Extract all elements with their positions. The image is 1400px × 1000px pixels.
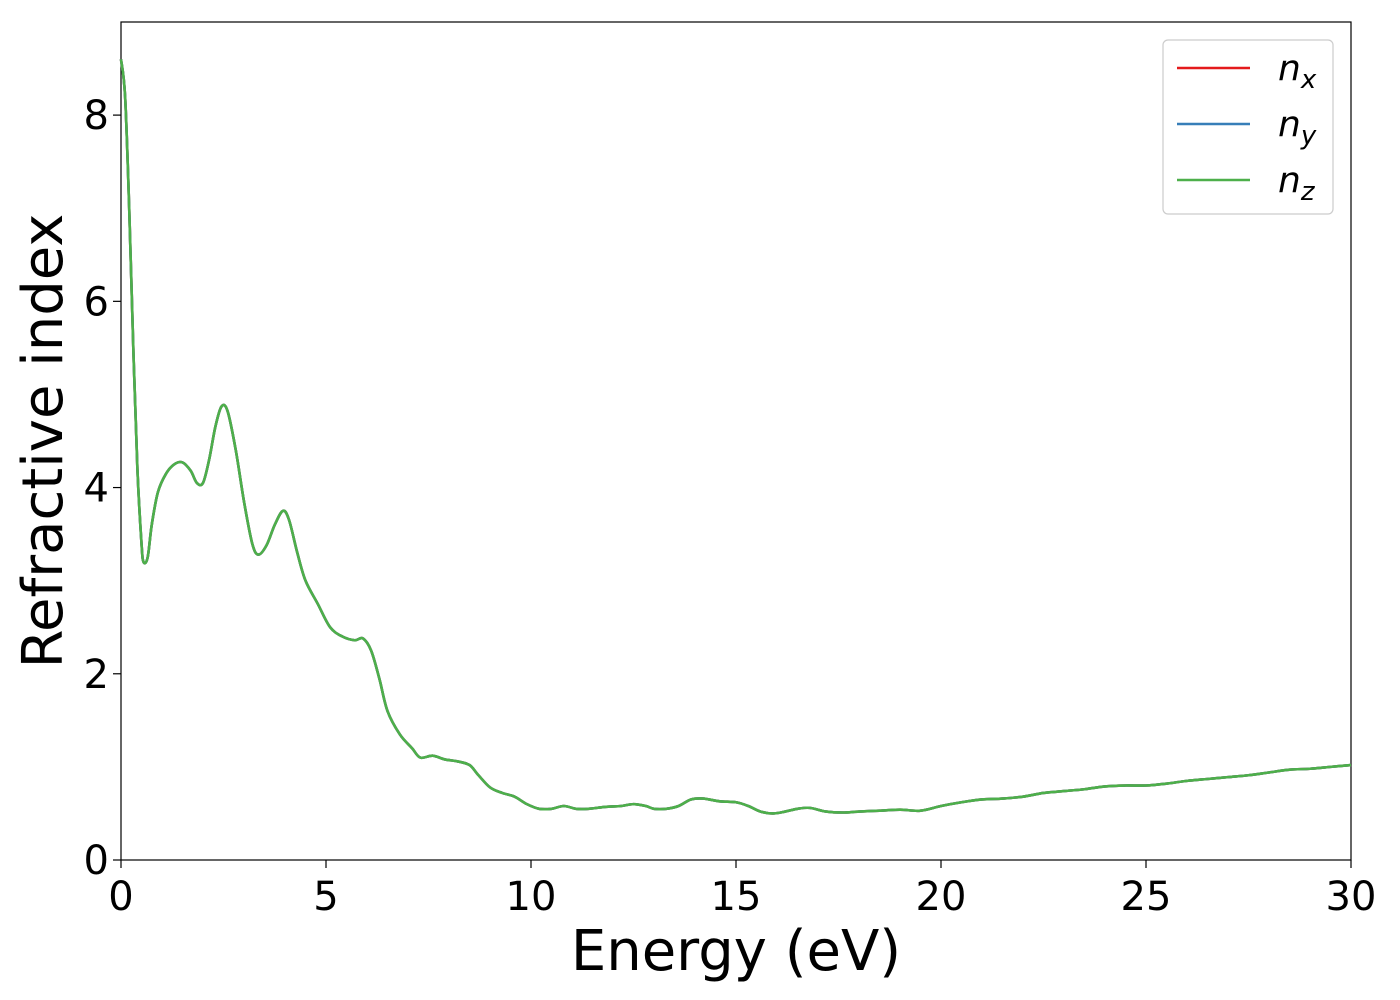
x-axis-title: Energy (eV) <box>571 919 901 984</box>
y-axis: 0 2 4 6 8 <box>84 93 121 884</box>
y-tick-label: 4 <box>84 466 109 512</box>
x-tick-label: 15 <box>711 874 762 920</box>
x-tick-label: 5 <box>313 874 338 920</box>
x-tick-label: 10 <box>506 874 557 920</box>
legend-label-z: nz <box>1278 160 1316 207</box>
series-layer <box>119 59 1352 815</box>
y-tick-label: 0 <box>84 838 109 884</box>
plot-area: 0 5 10 15 20 25 30 0 2 4 6 8 <box>84 21 1376 920</box>
legend-label-x: nx <box>1278 48 1317 95</box>
series-line-z <box>119 59 1352 815</box>
x-tick-label: 25 <box>1121 874 1172 920</box>
y-tick-label: 8 <box>84 93 109 139</box>
x-tick-label: 0 <box>108 874 133 920</box>
legend-label-y: ny <box>1278 104 1317 151</box>
legend: nx ny nz <box>1162 39 1334 215</box>
legend-box <box>1162 39 1334 215</box>
y-axis-title: Refractive index <box>11 214 76 669</box>
x-tick-label: 20 <box>916 874 967 920</box>
x-axis: 0 5 10 15 20 25 30 <box>108 860 1376 920</box>
y-tick-label: 2 <box>84 652 109 698</box>
y-tick-label: 6 <box>84 279 109 325</box>
x-tick-label: 30 <box>1326 874 1377 920</box>
